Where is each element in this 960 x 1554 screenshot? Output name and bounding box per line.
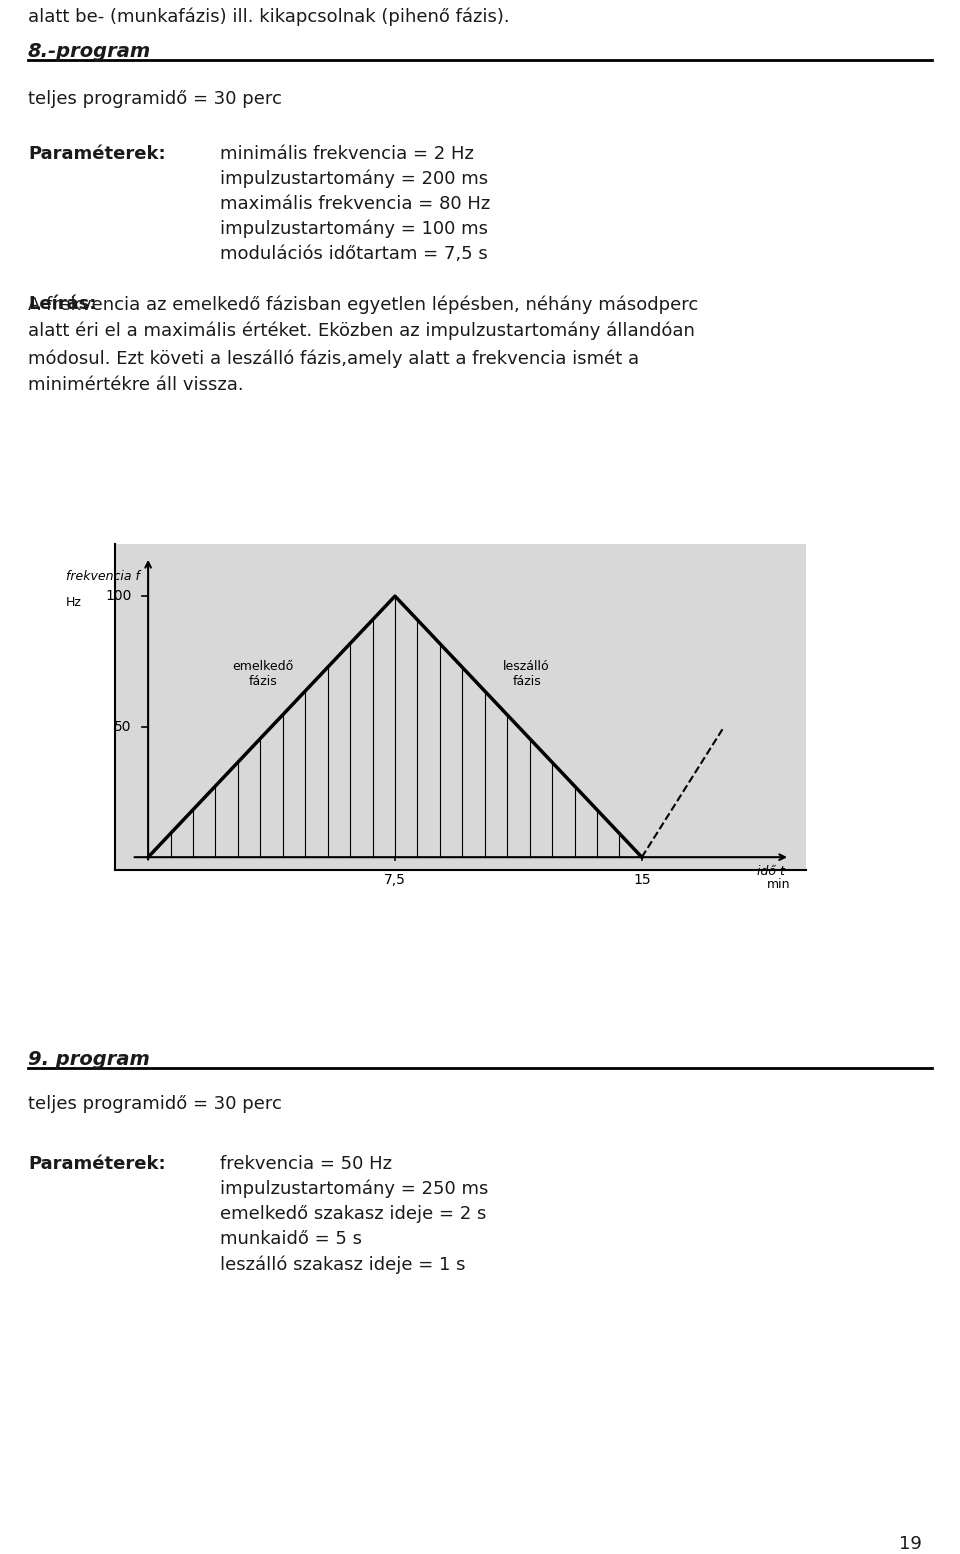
Text: munkaidő = 5 s: munkaidő = 5 s (220, 1231, 362, 1248)
Text: 100: 100 (106, 589, 132, 603)
Text: 7,5: 7,5 (384, 873, 406, 887)
Text: Hz: Hz (66, 597, 82, 609)
Text: A frekvencia az emelkedő fázisban egyetlen lépésben, néhány másodperc: A frekvencia az emelkedő fázisban egyetl… (28, 295, 698, 314)
Text: impulzustartomány = 200 ms: impulzustartomány = 200 ms (220, 169, 488, 188)
Text: teljes programidő = 30 perc: teljes programidő = 30 perc (28, 90, 282, 107)
Text: maximális frekvencia = 80 Hz: maximális frekvencia = 80 Hz (220, 194, 491, 213)
Text: frekvencia = 50 Hz: frekvencia = 50 Hz (220, 1155, 392, 1173)
Text: leszálló
fázis: leszálló fázis (503, 660, 550, 688)
Text: minimértékre áll vissza.: minimértékre áll vissza. (28, 376, 244, 395)
Text: teljes programidő = 30 perc: teljes programidő = 30 perc (28, 1096, 282, 1113)
Text: impulzustartomány = 100 ms: impulzustartomány = 100 ms (220, 221, 488, 238)
Text: Paraméterek:: Paraméterek: (28, 145, 166, 163)
Text: emelkedő szakasz ideje = 2 s: emelkedő szakasz ideje = 2 s (220, 1204, 487, 1223)
Text: frekvencia f: frekvencia f (66, 570, 140, 583)
Text: Paraméterek:: Paraméterek: (28, 1155, 166, 1173)
Text: 19: 19 (899, 1535, 922, 1552)
Text: alatt be- (munkafázis) ill. kikapcsolnak (pihenő fázis).: alatt be- (munkafázis) ill. kikapcsolnak… (28, 8, 510, 26)
Text: módosul. Ezt követi a leszálló fázis,amely alatt a frekvencia ismét a: módosul. Ezt követi a leszálló fázis,ame… (28, 350, 639, 367)
Text: alatt éri el a maximális értéket. Eközben az impulzustartomány állandóan: alatt éri el a maximális értéket. Eközbe… (28, 322, 695, 340)
Text: impulzustartomány = 250 ms: impulzustartomány = 250 ms (220, 1179, 489, 1198)
Text: modulációs időtartam = 7,5 s: modulációs időtartam = 7,5 s (220, 246, 488, 263)
Text: minimális frekvencia = 2 Hz: minimális frekvencia = 2 Hz (220, 145, 474, 163)
Text: 50: 50 (114, 720, 132, 733)
Text: 8.-program: 8.-program (28, 42, 152, 61)
Text: leszálló szakasz ideje = 1 s: leszálló szakasz ideje = 1 s (220, 1256, 466, 1273)
Text: Leírás:: Leírás: (28, 295, 96, 312)
Text: emelkedő
fázis: emelkedő fázis (232, 660, 294, 688)
Text: 15: 15 (633, 873, 651, 887)
Text: idő t: idő t (757, 866, 785, 878)
Text: min: min (767, 878, 790, 890)
Text: 9. program: 9. program (28, 1051, 150, 1069)
